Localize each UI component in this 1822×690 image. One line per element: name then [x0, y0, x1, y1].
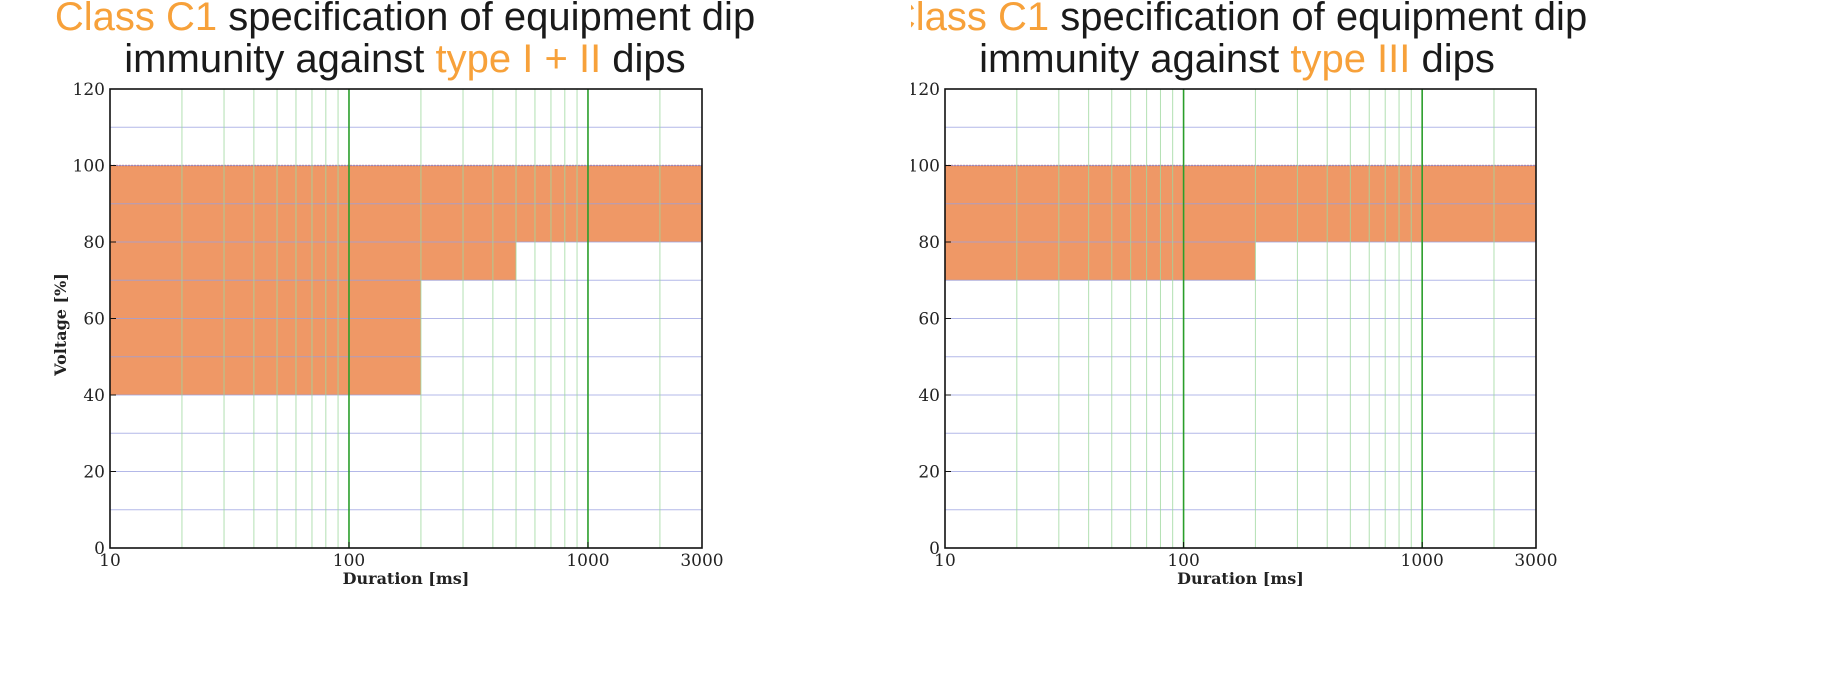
title-segment: specification of equipment dip [217, 0, 755, 39]
x-tick-label: 3000 [1514, 551, 1557, 571]
x-tick-label: 1000 [566, 551, 609, 571]
immunity-area-series-0 [945, 165, 1536, 281]
title-segment: Class C1 [911, 0, 1049, 39]
y-tick-label: 20 [83, 463, 105, 483]
y-tick-label: 120 [911, 80, 940, 100]
x-tick-label: 10 [934, 551, 956, 571]
title-segment: specification of equipment dip [1049, 0, 1587, 39]
y-tick-label: 0 [929, 539, 940, 559]
x-tick-label: 100 [333, 551, 365, 571]
y-tick-label: 40 [83, 386, 105, 406]
chart-panel-type-1-2: Class C1 specification of equipment dip i… [51, 0, 755, 588]
y-tick-label: 100 [73, 157, 105, 177]
x-tick-label: 1000 [1401, 551, 1444, 571]
y-tick-label: 80 [918, 233, 940, 253]
title-segment: dips [1410, 37, 1495, 81]
title-segment: immunity against [979, 37, 1290, 81]
y-tick-label: 60 [83, 310, 105, 330]
chart-panel-type-3: Class C1 specification of equipment dipi… [911, 0, 1822, 690]
chart-type-3: Class C1 specification of equipment dipi… [911, 0, 1587, 588]
y-tick-label: 120 [73, 80, 105, 100]
y-tick-label: 100 [911, 157, 940, 177]
chart-title-line-2: immunity against type III dips [979, 37, 1495, 81]
y-tick-label: 40 [918, 386, 940, 406]
y-tick-label: 80 [83, 233, 105, 253]
chart-title-line-1: Class C1 specification of equipment dip [55, 0, 755, 39]
x-axis-label: Duration [ms] [1177, 569, 1304, 588]
y-tick-label: 0 [94, 539, 105, 559]
title-segment: immunity against [124, 37, 435, 81]
chart-title-line-1: Class C1 specification of equipment dip [911, 0, 1587, 39]
x-tick-label: 100 [1167, 551, 1199, 571]
title-segment: type I + II [436, 37, 602, 81]
x-tick-label: 3000 [680, 551, 723, 571]
y-axis-label: Voltage [%] [51, 273, 70, 377]
chart-type-1-2: Class C1 specification of equipment dipi… [51, 0, 755, 588]
y-tick-label: 20 [918, 463, 940, 483]
title-segment: Class C1 [55, 0, 217, 39]
y-tick-label: 60 [918, 310, 940, 330]
x-tick-label: 10 [99, 551, 121, 571]
title-segment: dips [601, 37, 686, 81]
title-segment: type III [1290, 37, 1410, 81]
x-axis-label: Duration [ms] [343, 569, 470, 588]
chart-title-line-2: immunity against type I + II dips [124, 37, 685, 81]
